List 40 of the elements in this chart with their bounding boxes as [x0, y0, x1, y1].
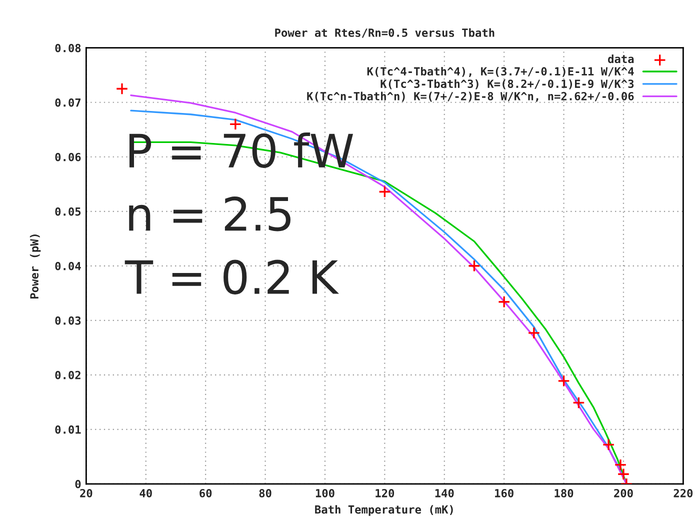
x-axis-title: Bath Temperature (mK) — [315, 505, 453, 516]
y-tick-label: 0.01 — [55, 425, 81, 434]
chart-title: Power at Rtes/Rn=0.5 versus Tbath — [275, 28, 494, 38]
x-tick-label: 200 — [614, 488, 633, 498]
x-tick-label: 160 — [495, 488, 514, 498]
x-tick-label: 120 — [376, 488, 394, 498]
x-tick-label: 80 — [259, 488, 272, 498]
legend-label: data — [608, 54, 634, 64]
y-tick-label: 0.06 — [55, 152, 81, 162]
x-tick-label: 220 — [674, 488, 693, 498]
point — [602, 438, 615, 451]
point — [498, 296, 510, 308]
legend-label: K(Tc^4-Tbath^4), K=(3.7+/-0.1)E-11 W/K^4 — [367, 66, 634, 77]
annotation: n = 2.5 — [129, 196, 290, 232]
y-tick-label: 0.05 — [55, 207, 81, 216]
x-tick-label: 180 — [554, 488, 574, 498]
point — [558, 374, 570, 388]
legend-label: K(Tc^n-Tbath^n) K=(7+/-2)E-8 W/K^n, n=2.62+/-0.06 — [307, 92, 634, 102]
point — [468, 260, 480, 272]
x-tick-label: 40 — [140, 488, 152, 498]
point — [572, 396, 585, 409]
point — [378, 186, 391, 198]
point — [528, 326, 540, 340]
point — [617, 468, 630, 480]
point — [116, 82, 128, 95]
x-tick-label: 20 — [80, 488, 92, 498]
y-tick-label: 0.08 — [55, 44, 81, 52]
y-tick-label: 0.04 — [55, 262, 81, 270]
x-tick-label: 100 — [316, 488, 334, 498]
x-tick-label: 60 — [200, 488, 212, 498]
y-tick-label: 0.02 — [55, 370, 80, 380]
point — [614, 458, 627, 472]
annotation: T = 0.2 K — [124, 260, 339, 294]
point — [229, 118, 242, 130]
legend-label: K(Tc^3-Tbath^3) K=(8.2+/-0.1)E-9 W/K^3 — [380, 79, 634, 90]
y-axis-title: Power (pW) — [30, 234, 41, 298]
x-tick-label: 140 — [435, 488, 454, 498]
y-tick-label: 0.03 — [55, 316, 81, 325]
y-tick-label: 0.07 — [55, 98, 80, 107]
y-tick-label: 0 — [75, 480, 81, 488]
